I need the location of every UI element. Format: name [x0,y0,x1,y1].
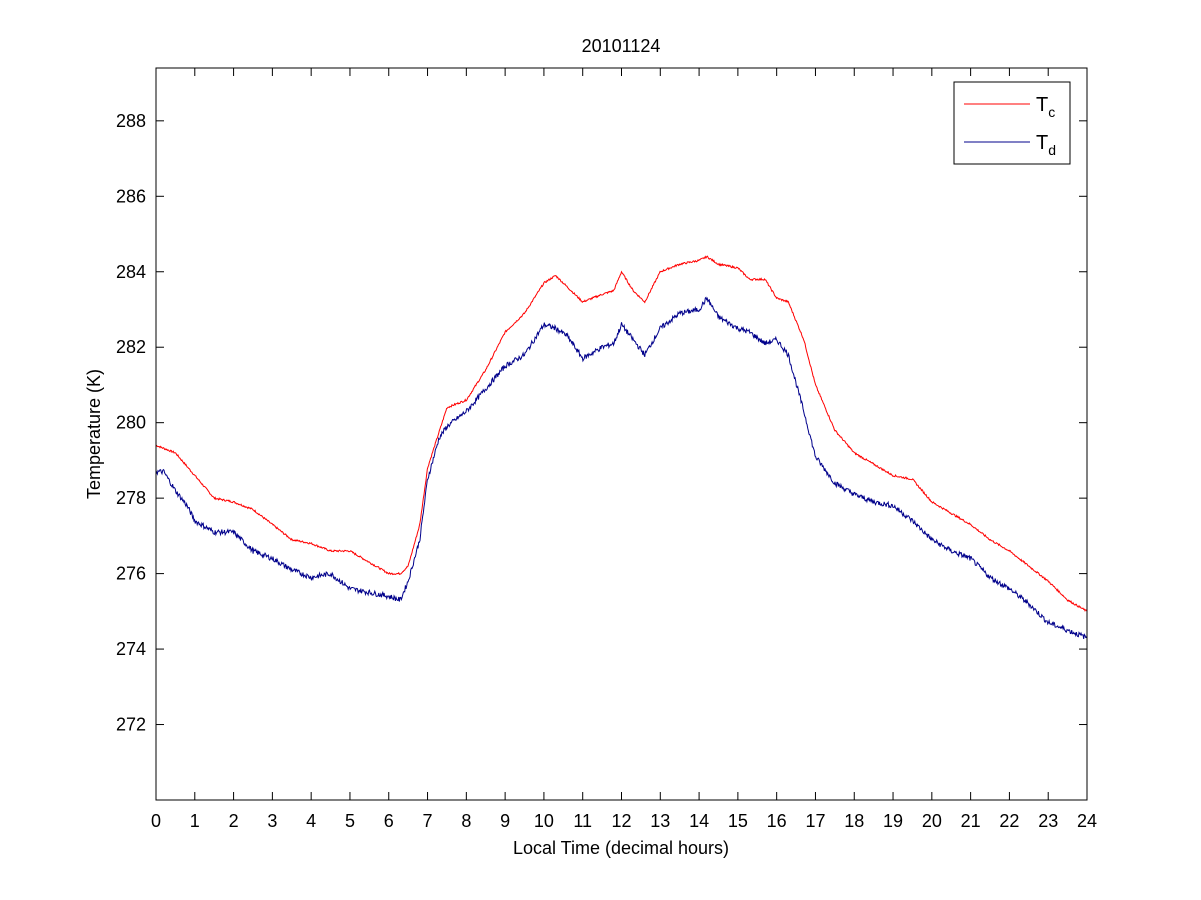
x-axis-label: Local Time (decimal hours) [513,838,729,858]
x-tick-label: 2 [229,811,239,831]
x-tick-label: 7 [423,811,433,831]
series-line-T-d [155,296,1088,639]
x-tick-label: 3 [267,811,277,831]
x-tick-label: 8 [461,811,471,831]
legend-box [953,81,1071,165]
x-tick-label: 12 [611,811,631,831]
x-tick-label: 22 [999,811,1019,831]
y-tick-label: 286 [116,186,146,206]
y-tick-label: 284 [116,262,146,282]
y-tick-label: 278 [116,488,146,508]
x-tick-label: 17 [805,811,825,831]
x-tick-label: 21 [961,811,981,831]
x-tick-label: 16 [767,811,787,831]
series-line-T-c [155,255,1088,612]
x-tick-label: 13 [650,811,670,831]
x-tick-label: 19 [883,811,903,831]
x-tick-label: 15 [728,811,748,831]
plot-series [155,255,1088,639]
y-tick-label: 288 [116,111,146,131]
x-tick-label: 18 [844,811,864,831]
x-tick-label: 5 [345,811,355,831]
y-tick-label: 280 [116,413,146,433]
x-tick-label: 4 [306,811,316,831]
chart-title: 20101124 [582,36,661,56]
y-axis-ticks [156,120,1087,726]
x-tick-label: 14 [689,811,709,831]
x-tick-label: 1 [190,811,200,831]
x-tick-label: 11 [573,811,592,831]
x-tick-label: 20 [922,811,942,831]
x-tick-label: 9 [500,811,510,831]
x-tick-label: 23 [1038,811,1058,831]
y-tick-label: 274 [116,639,146,659]
y-axis-label: Temperature (K) [84,369,104,499]
x-tick-label: 0 [151,811,161,831]
x-tick-label: 6 [384,811,394,831]
x-tick-label: 10 [534,811,554,831]
x-axis-ticks [155,68,1088,800]
x-axis-tick-labels: 0 1 2 3 4 5 6 7 8 9 10 11 12 13 14 15 16 17 18 19 20 21 22 23 24 [151,811,1097,831]
y-tick-label: 272 [116,715,146,735]
x-tick-label: 24 [1077,811,1097,831]
y-tick-label: 276 [116,564,146,584]
y-axis-tick-labels: 272 274 276 278 280 282 284 286 288 [116,111,146,735]
y-tick-label: 282 [116,337,146,357]
